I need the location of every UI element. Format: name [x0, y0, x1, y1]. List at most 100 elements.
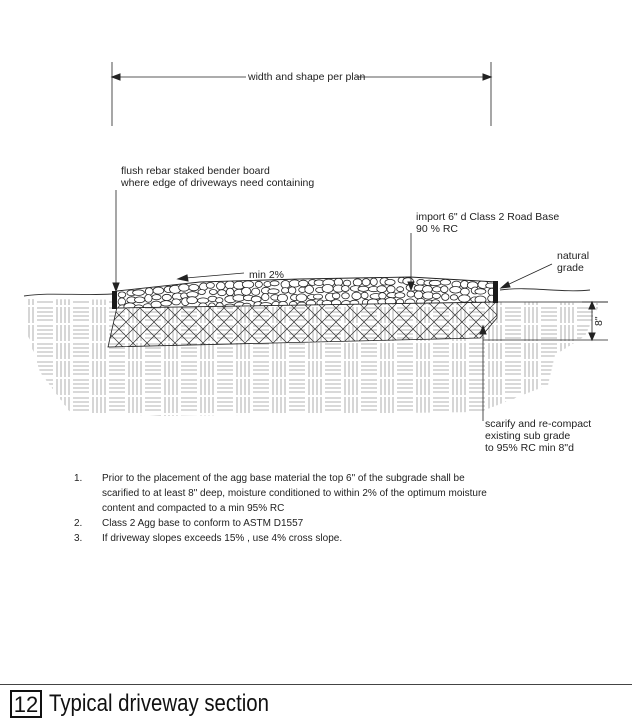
aggregate-stone [460, 287, 470, 296]
slope-label: min 2% [249, 269, 284, 281]
notes-list: 1. Prior to the placement of the agg bas… [74, 471, 494, 546]
natural-grade-label-1: natural [557, 250, 589, 262]
width-dimension [110, 62, 493, 126]
aggregate-stone [449, 294, 459, 301]
aggregate-stone [340, 285, 350, 292]
aggregate-stone [378, 292, 387, 300]
bender-board-left [112, 291, 117, 309]
width-label: width and shape per plan [247, 71, 365, 83]
scarify-label-1: scarify and re-compact [485, 418, 591, 430]
aggregate-stone [197, 297, 210, 304]
scarify-label-3: to 95% RC min 8"d [485, 442, 574, 454]
aggregate-stone [117, 291, 127, 299]
aggregate-stone [458, 294, 471, 303]
note-number: 1. [74, 473, 83, 484]
aggregate-stone [178, 283, 190, 292]
aggregate-stone [225, 287, 235, 297]
aggregate-stone [352, 278, 363, 287]
aggregate-stone [160, 300, 172, 307]
aggregate-stone [432, 286, 442, 293]
aggregate-stone [428, 279, 442, 287]
note-item: 1. Prior to the placement of the agg bas… [74, 471, 494, 516]
aggregate-stone [361, 278, 371, 287]
note-number: 2. [74, 518, 83, 529]
road-base-label-1: import 6" d Class 2 Road Base [416, 211, 559, 223]
aggregate-stone [439, 279, 451, 286]
slope-arrow [176, 272, 245, 282]
scarify-leader [479, 324, 487, 421]
aggregate-stone [171, 298, 181, 306]
road-base-label-2: 90 % RC [416, 223, 458, 235]
aggregate-stone [144, 287, 154, 296]
note-text: Prior to the placement of the agg base m… [102, 473, 487, 514]
note-item: 2. Class 2 Agg base to conform to ASTM D… [74, 516, 494, 531]
aggregate-stone [144, 294, 153, 303]
aggregate-stone [208, 289, 218, 295]
natural-grade-line [23, 288, 591, 297]
aggregate-stone [369, 277, 378, 286]
aggregate-stone [134, 296, 146, 304]
aggregate-stone [269, 280, 280, 287]
aggregate-stone [251, 287, 261, 296]
aggregate-stone [197, 289, 206, 295]
note-item: 3. If driveway slopes exceeds 15% , use … [74, 531, 494, 546]
aggregate-stone [117, 297, 126, 306]
aggregate-stone [360, 291, 369, 299]
aggregate-stone [241, 280, 255, 289]
note-text: Class 2 Agg base to conform to ASTM D155… [102, 518, 304, 529]
aggregate-stone [312, 293, 323, 300]
aggregate-stone [351, 291, 362, 301]
aggregate-stone [396, 286, 405, 293]
aggregate-stone [474, 288, 487, 295]
scarify-label-2: existing sub grade [485, 430, 570, 442]
aggregate-stone [277, 293, 288, 303]
detail-number-box: 12 [10, 690, 42, 718]
aggregate-stone [406, 290, 415, 298]
aggregate-stone [440, 285, 449, 294]
aggregate-stone [152, 286, 165, 295]
aggregate-stone [281, 287, 290, 294]
aggregate-stone [321, 284, 334, 293]
natural-grade-leader [499, 263, 553, 289]
aggregate-stone [384, 278, 396, 286]
aggregate-stone [441, 293, 450, 301]
aggregate-stone [217, 289, 227, 297]
aggregate-stone [331, 292, 341, 300]
depth-dimension [483, 300, 608, 342]
aggregate-stone [280, 280, 291, 289]
aggregate-stone [413, 290, 424, 300]
aggregate-stone [394, 292, 406, 299]
aggregate-stone [188, 283, 200, 292]
depth-label: 8" [593, 316, 605, 326]
road-base-outline [116, 276, 498, 309]
aggregate-stone [267, 288, 280, 295]
aggregate-stone [161, 293, 172, 302]
detail-title: Typical driveway section [49, 690, 269, 717]
aggregate-stone [341, 292, 350, 300]
natural-grade-label-2: grade [557, 262, 584, 274]
note-number: 3. [74, 533, 83, 544]
aggregate-stone [357, 285, 370, 292]
aggregate-stone [287, 286, 297, 295]
bender-label-2: where edge of driveways need containing [120, 177, 314, 189]
aggregate-stone [295, 293, 308, 303]
aggregate-stone [216, 281, 226, 291]
aggregate-stone [215, 297, 224, 304]
aggregate-stone [431, 292, 441, 299]
aggregate-stone [386, 285, 396, 294]
bender-board-right [493, 281, 498, 303]
note-text: If driveway slopes exceeds 15% , use 4% … [102, 533, 343, 544]
aggregate-stone [151, 294, 162, 301]
aggregate-stone [376, 285, 388, 293]
aggregate-stone [186, 296, 198, 305]
aggregate-stone [232, 294, 246, 302]
aggregate-stone [254, 280, 263, 288]
aggregate-stone [261, 293, 270, 302]
aggregate-stone [241, 286, 252, 296]
aggregate-stone [449, 286, 462, 294]
aggregate-stone [304, 285, 315, 294]
bender-label-1: flush rebar staked bender board [121, 165, 270, 177]
road-base-leader [407, 233, 415, 292]
title-divider [0, 684, 632, 685]
